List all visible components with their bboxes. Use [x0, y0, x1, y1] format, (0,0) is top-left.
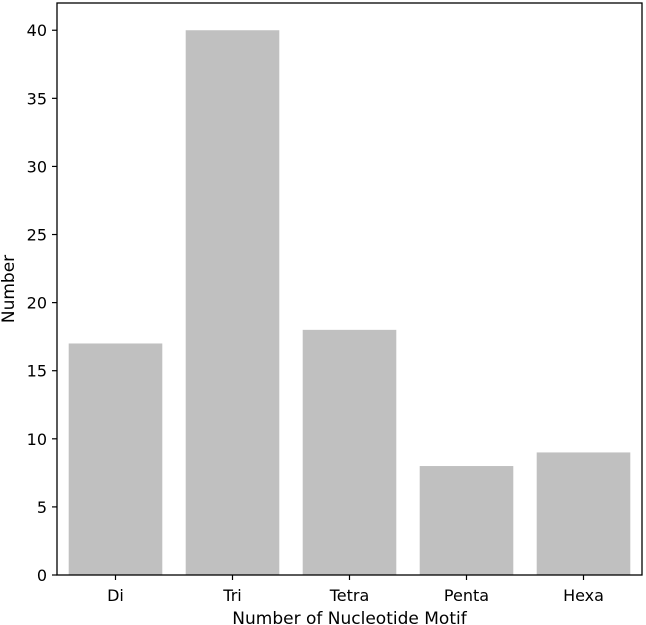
x-tick-label: Penta — [444, 586, 489, 605]
x-tick-label: Di — [107, 586, 124, 605]
bar-tetra — [302, 329, 397, 575]
y-tick-label: 35 — [27, 89, 47, 108]
y-axis-ticks: 0 5 10 15 20 25 30 35 40 — [27, 21, 57, 585]
y-tick-label: 25 — [27, 226, 47, 245]
bar-di — [68, 343, 163, 575]
x-tick-label: Hexa — [563, 586, 604, 605]
x-tick-label: Tri — [222, 586, 241, 605]
y-tick-label: 30 — [27, 157, 47, 176]
bars-group — [68, 30, 631, 575]
y-tick-label: 20 — [27, 294, 47, 313]
x-axis-ticks: Di Tri Tetra Penta Hexa — [107, 575, 604, 605]
x-tick-label: Tetra — [329, 586, 370, 605]
x-axis-label: Number of Nucleotide Motif — [232, 609, 467, 625]
bar-tri — [185, 30, 280, 575]
bar-penta — [419, 466, 514, 575]
y-tick-label: 15 — [27, 362, 47, 381]
y-axis-label: Number — [0, 255, 19, 323]
y-tick-label: 40 — [27, 21, 47, 40]
y-tick-label: 0 — [37, 566, 47, 585]
y-tick-label: 5 — [37, 498, 47, 517]
y-tick-label: 10 — [27, 430, 47, 449]
bar-hexa — [536, 452, 631, 575]
